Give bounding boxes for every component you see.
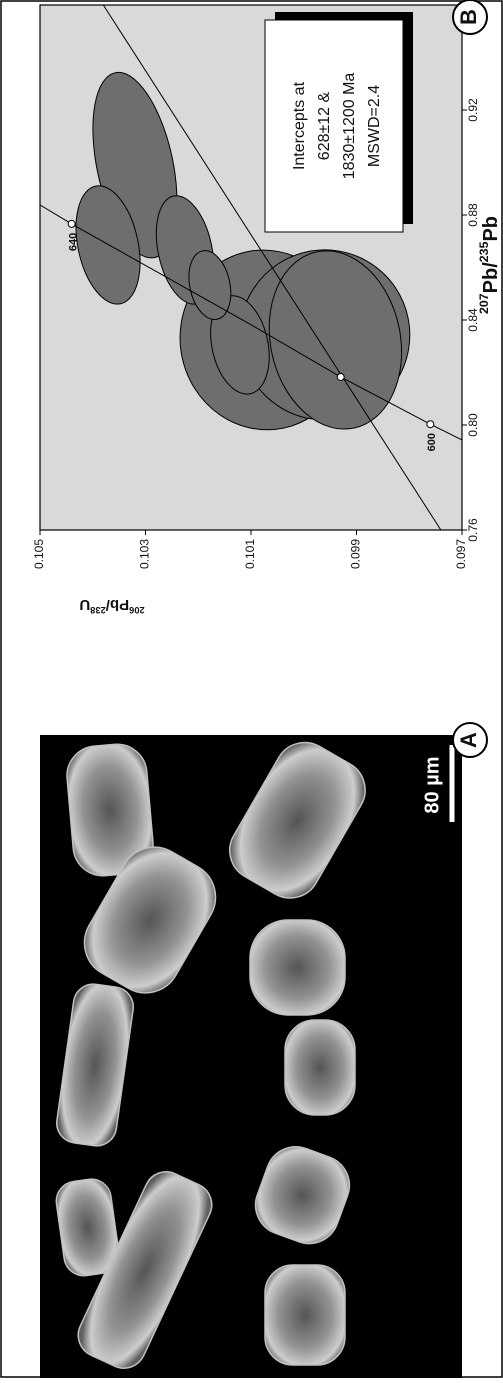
concordia-age-label: 600 [426, 433, 438, 451]
plot-overlay: Intercepts at 628±12 & 1830±1200 Ma MSWD=2.… [265, 12, 413, 232]
x-axis-label-part: 235 [477, 241, 491, 262]
y-axis-label-part: Pb/ [105, 596, 129, 613]
y-tick-label: 0.101 [243, 539, 257, 569]
figure: 80 µm A 600 640 Intercepts at 628±12 & 1830… [0, 0, 503, 1378]
concordia-age-marker [337, 373, 344, 380]
cl-image [40, 732, 462, 1378]
y-axis-label-part: 206 [129, 605, 145, 615]
y-tick-label: 0.103 [138, 539, 152, 569]
scale-bar-label: 80 µm [421, 756, 443, 813]
concordia-age-marker [68, 220, 75, 227]
y-tick-label: 0.099 [349, 539, 363, 569]
concordia-age-label: 640 [68, 233, 80, 251]
x-tick-label: 0.76 [466, 518, 480, 542]
y-axis-label-part: 238 [90, 605, 106, 615]
y-axis-label: 206Pb/238U [79, 596, 144, 615]
annotation-line: MSWD=2.4 [366, 85, 383, 167]
y-axis-label-part: U [79, 596, 90, 613]
annotation-line: Intercepts at [291, 81, 308, 170]
x-tick-label: 0.92 [466, 98, 480, 122]
annotation-line: 628±12 & [316, 91, 333, 160]
annotation-line: 1830±1200 Ma [341, 73, 358, 180]
y-tick-label: 0.105 [32, 539, 46, 569]
panel-label: A [456, 732, 481, 748]
x-tick-label: 0.80 [466, 413, 480, 437]
x-axis-label-part: Pb/ [480, 262, 502, 294]
y-tick-label: 0.097 [454, 539, 468, 569]
x-axis-label: 207Pb/235Pb [477, 216, 502, 314]
concordia-age-marker [427, 421, 434, 428]
x-axis-label-part: Pb [480, 216, 502, 242]
x-axis-label-part: 207 [477, 293, 491, 314]
panel-label: B [456, 9, 481, 25]
x-tick-label: 0.88 [466, 203, 480, 227]
page: {"chart_data": {"type": "concordia", "pa… [0, 0, 503, 1378]
